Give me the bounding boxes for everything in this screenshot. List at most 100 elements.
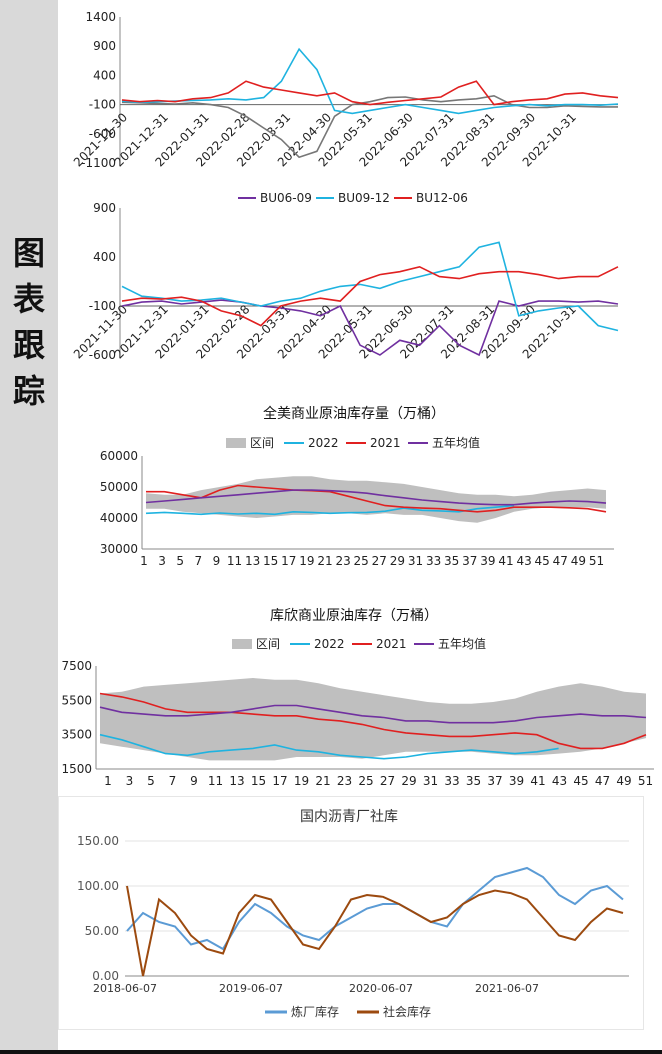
y-tick-label: 400: [93, 68, 116, 82]
legend-label: 区间: [250, 436, 274, 450]
y-tick-label: 0.00: [92, 969, 119, 983]
spread-chart-2: 900 400 -100 -600 2021-11-30 2021-12-31 2022-0…: [58, 191, 662, 392]
y-tick-label: 60000: [100, 449, 138, 463]
series-line-0: [145, 504, 515, 516]
series-line-2: [99, 704, 647, 724]
y-tick-label: -1100: [81, 156, 116, 170]
y-tick-label: -600: [89, 348, 116, 362]
x-tick-label: 27: [380, 774, 395, 788]
legend-swatch: [226, 438, 246, 448]
series-line-2: [121, 80, 619, 106]
y-tick-label: -100: [89, 299, 116, 313]
us-crude-inventory-chart: 全美商业原油库存量（万桶） 区间 2022 2021 五年均值 60000 50000 400…: [58, 396, 662, 586]
y-tick-label: 30000: [100, 542, 138, 556]
series-line-2: [121, 265, 619, 327]
y-tick-label: 40000: [100, 511, 138, 525]
x-tick-label: 15: [263, 554, 278, 568]
x-tick-label: 49: [616, 774, 631, 788]
y-tick-label: -100: [89, 98, 116, 112]
x-tick-label: 43: [516, 554, 531, 568]
sidebar-title-char: 踪: [12, 372, 45, 410]
x-tick-label: 25: [358, 774, 373, 788]
x-tick-label: 43: [552, 774, 567, 788]
series-line-0: [126, 866, 624, 951]
x-tick-label: 2021-06-07: [475, 982, 539, 995]
spread-chart-1: 1400 900 400 -100 -600 -1100 2021-11-30 2021-12…: [58, 0, 662, 198]
x-tick-label: 7: [194, 554, 202, 568]
us-crude-inventory-svg: 全美商业原油库存量（万桶） 区间 2022 2021 五年均值 60000 50000 400…: [100, 405, 614, 568]
legend-label: 2022: [308, 436, 339, 450]
chart-title: 全美商业原油库存量（万桶）: [263, 405, 445, 422]
chart-title: 库欣商业原油库存（万桶）: [270, 608, 438, 624]
x-tick-label: 39: [509, 774, 524, 788]
x-tick-label: 45: [535, 554, 550, 568]
sidebar-title-char: 表: [12, 280, 45, 318]
x-tick-label: 47: [595, 774, 610, 788]
sidebar-title-char: 跟: [12, 326, 45, 364]
x-tick-label: 41: [530, 774, 545, 788]
x-tick-label: 31: [423, 774, 438, 788]
x-tick-label: 29: [390, 554, 405, 568]
legend-label: 五年均值: [438, 636, 486, 651]
bottom-rule: [0, 1050, 662, 1054]
x-tick-label: 41: [498, 554, 513, 568]
x-tick-label: 21: [317, 554, 332, 568]
y-tick-label: 50.00: [85, 924, 119, 938]
y-tick-label: 150.00: [77, 834, 119, 848]
x-tick-label: 3: [126, 774, 134, 788]
x-tick-label: 25: [354, 554, 369, 568]
x-tick-label: 9: [213, 554, 221, 568]
x-tick-label: 1: [140, 554, 148, 568]
legend-label: BU12-06: [416, 191, 468, 205]
series-line-1: [121, 241, 619, 332]
asphalt-inventory-chart: 国内沥青厂社库 150.00 100.00 50.00 0.00 2018-06-07 20…: [58, 796, 644, 1030]
sidebar-title: 图 表 跟 踪: [8, 230, 50, 414]
x-tick-label: 2018-06-07: [93, 982, 157, 995]
x-tick-label: 5: [176, 554, 184, 568]
x-tick-label: 35: [466, 774, 481, 788]
sidebar: 图 表 跟 踪: [0, 0, 58, 1054]
x-tick-label: 5: [147, 774, 155, 788]
series-line-1: [126, 885, 624, 977]
legend-label: 2021: [370, 436, 401, 450]
y-tick-label: -600: [89, 127, 116, 141]
legend-label: 2022: [314, 637, 345, 651]
x-tick-label: 11: [227, 554, 242, 568]
x-tick-label: 23: [335, 554, 350, 568]
series-line-0: [99, 733, 559, 760]
x-tick-label: 33: [444, 774, 459, 788]
legend-label: 社会库存: [383, 1004, 431, 1019]
x-tick-label: 17: [281, 554, 296, 568]
x-tick-label: 47: [553, 554, 568, 568]
sidebar-title-char: 图: [12, 234, 45, 272]
x-tick-label: 51: [589, 554, 604, 568]
x-tick-label: 37: [462, 554, 477, 568]
x-tick-label: 13: [245, 554, 260, 568]
x-tick-label: 27: [372, 554, 387, 568]
x-tick-label: 33: [426, 554, 441, 568]
cushing-inventory-chart: 库欣商业原油库存（万桶） 区间 2022 2021 五年均值 7500 5500 3500 15…: [58, 596, 662, 792]
legend-label: BU09-12: [338, 191, 390, 205]
series-line-1: [99, 692, 647, 750]
x-tick-label: 3: [158, 554, 166, 568]
x-tick-label: 37: [487, 774, 502, 788]
y-tick-label: 1400: [85, 10, 116, 24]
x-tick-label: 35: [444, 554, 459, 568]
x-tick-label: 21: [315, 774, 330, 788]
legend-label: 炼厂库存: [291, 1004, 339, 1019]
x-tick-label: 15: [251, 774, 266, 788]
x-tick-label: 2020-06-07: [349, 982, 413, 995]
x-tick-label: 11: [208, 774, 223, 788]
x-tick-label: 9: [190, 774, 198, 788]
x-tick-label: 1: [104, 774, 112, 788]
y-tick-label: 100.00: [77, 879, 119, 893]
chart-title: 国内沥青厂社库: [300, 809, 398, 825]
y-tick-label: 400: [93, 250, 116, 264]
legend-label: 五年均值: [432, 435, 480, 450]
range-band: [146, 476, 606, 523]
spread-chart-1-svg: 1400900400-100-600-11002021-11-302021-12…: [71, 10, 619, 170]
x-tick-label: 51: [638, 774, 653, 788]
range-band: [100, 678, 646, 761]
x-tick-label: 19: [299, 554, 314, 568]
series-line-1: [121, 47, 619, 115]
